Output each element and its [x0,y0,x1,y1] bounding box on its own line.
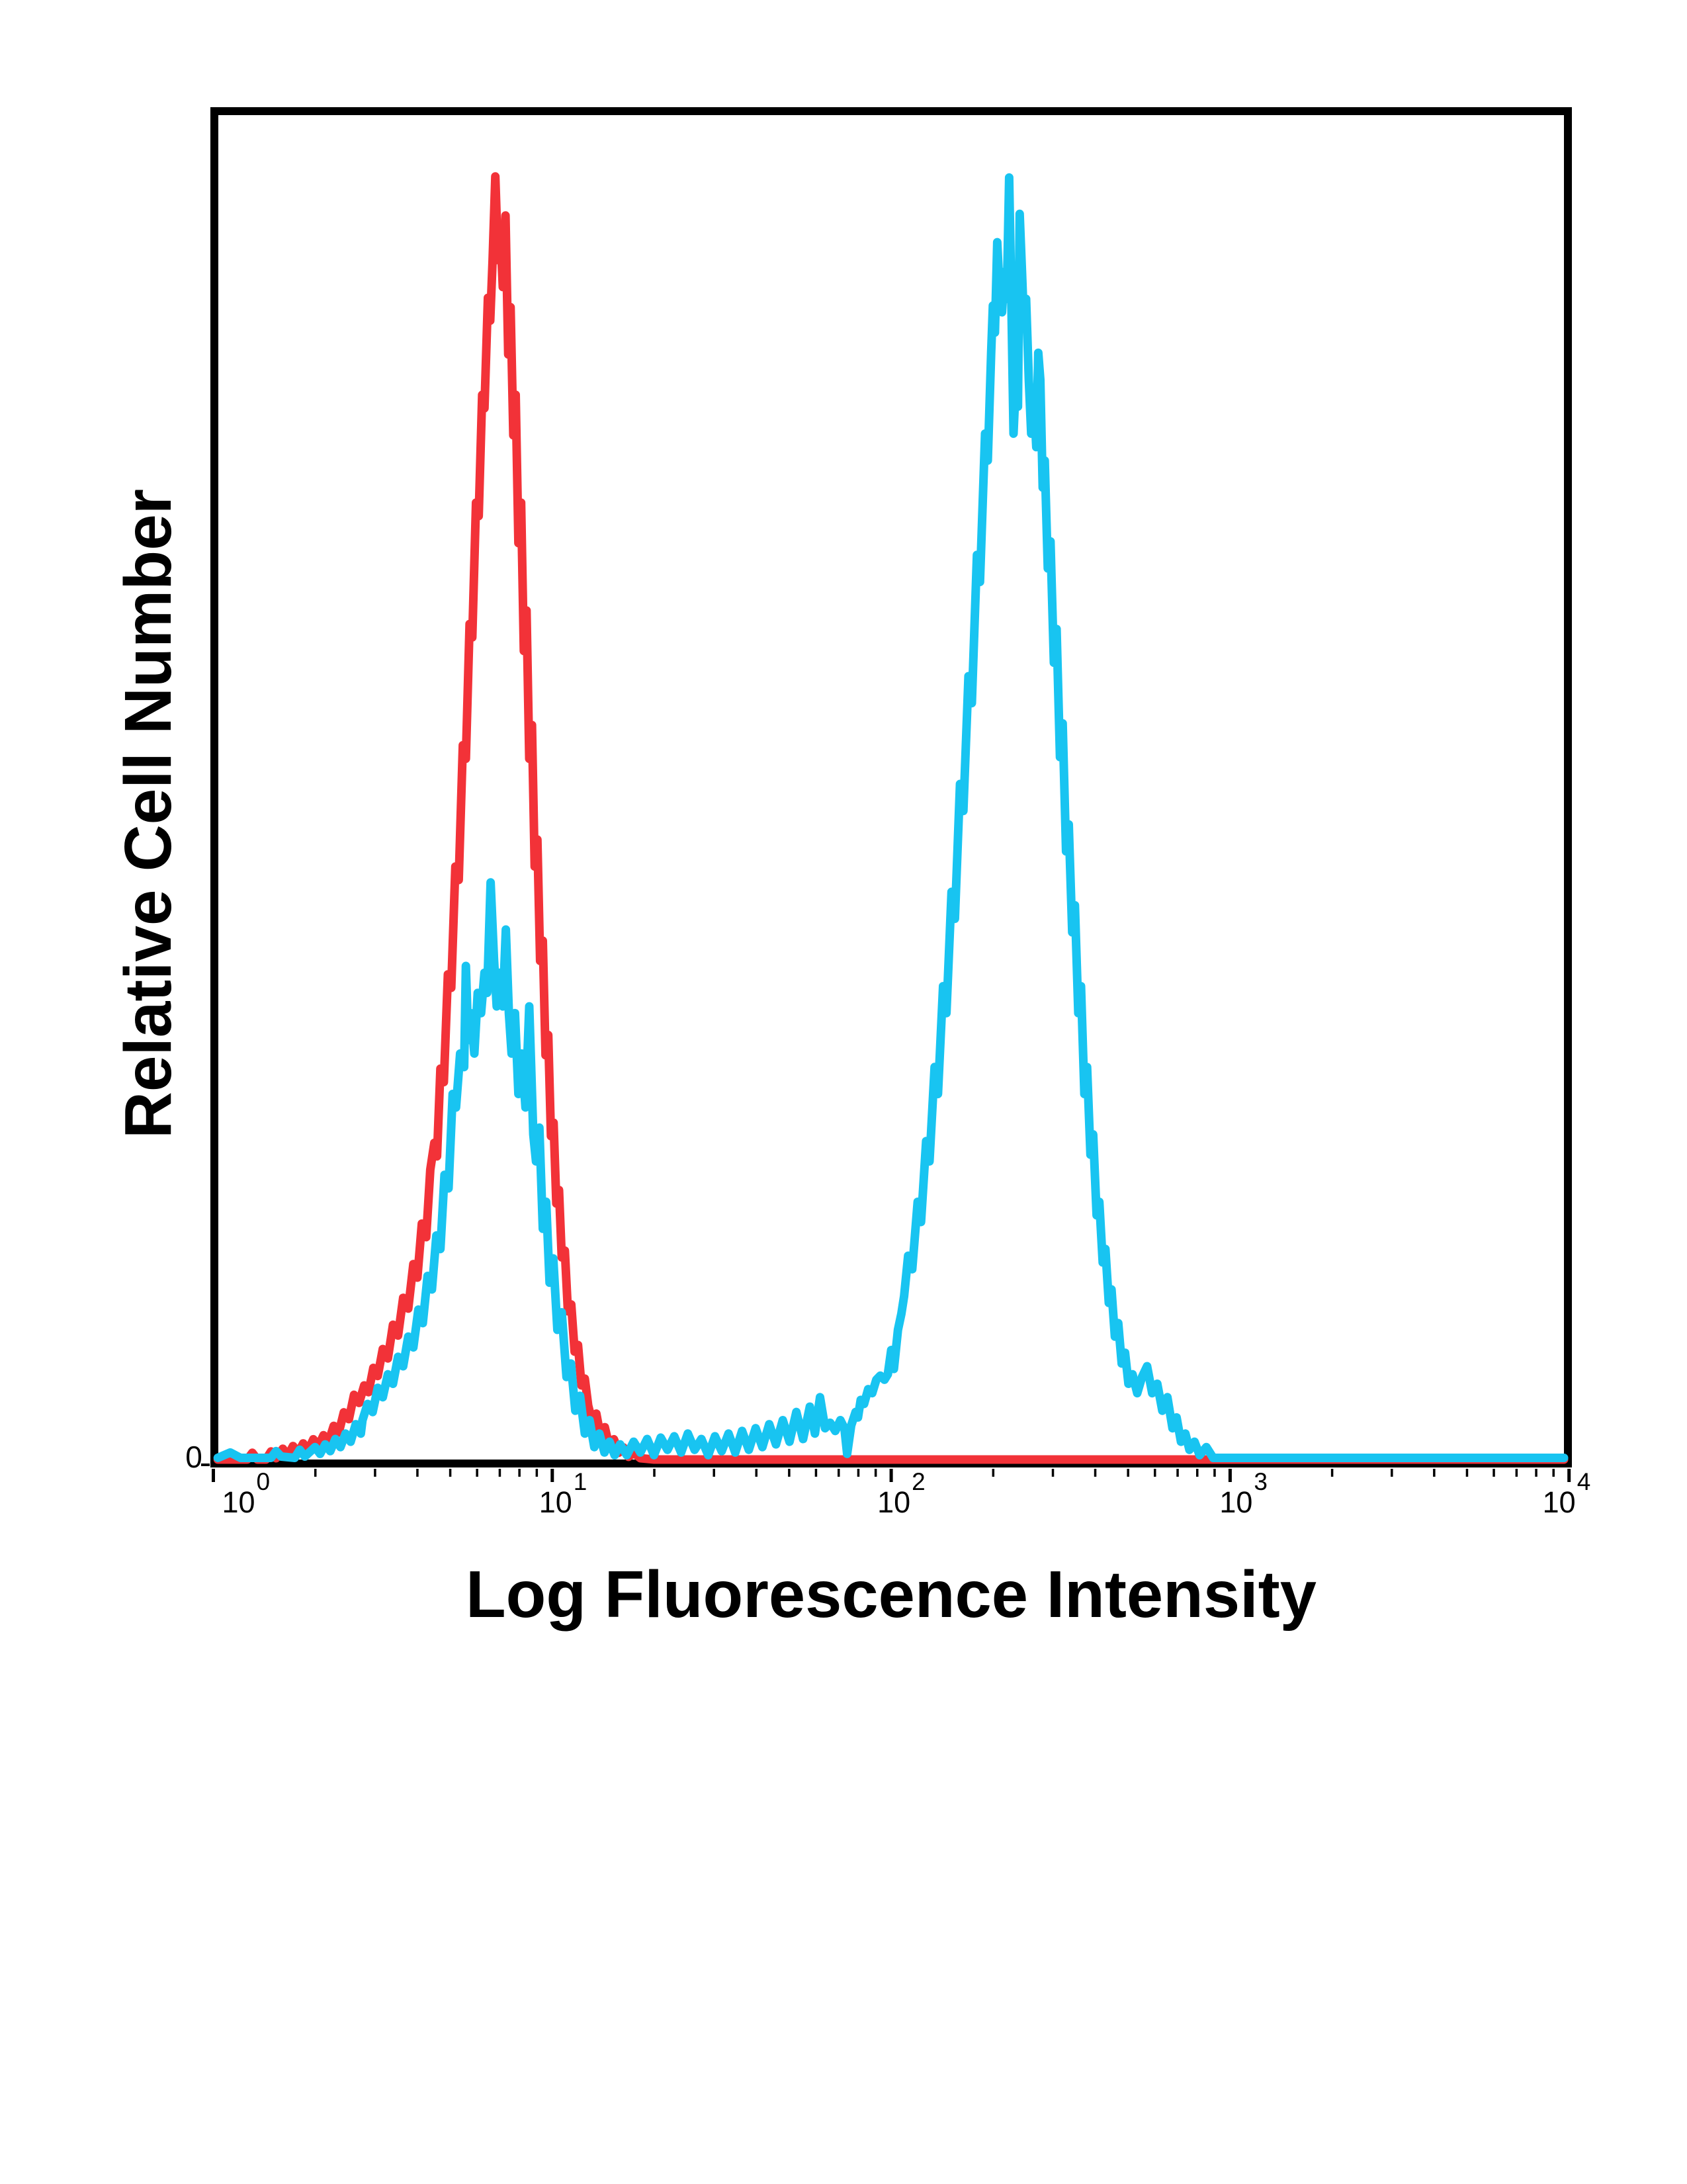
x-tick-label-base: 10 [222,1485,255,1519]
x-tick-label-base: 10 [877,1485,910,1519]
x-tick-label-exponent: 3 [1254,1468,1268,1495]
x-axis-ticks [212,1469,1571,1482]
histogram-curves [213,172,1569,1464]
x-tick-label-exponent: 1 [574,1468,587,1495]
x-axis-title: Log Fluorescence Intensity [466,1557,1317,1632]
x-tick-label-exponent: 0 [257,1468,271,1495]
y-axis-zero-label: 0 [185,1440,202,1474]
red-population-curve [213,172,1569,1464]
x-tick-label-base: 10 [539,1485,572,1519]
x-tick-label-base: 10 [1543,1485,1576,1519]
y-axis-title: Relative Cell Number [111,489,185,1139]
x-tick-label-base: 10 [1219,1485,1252,1519]
x-tick-label-exponent: 2 [912,1468,926,1495]
cyan-population-curve [213,173,1569,1462]
x-tick-label-exponent: 4 [1577,1468,1591,1495]
